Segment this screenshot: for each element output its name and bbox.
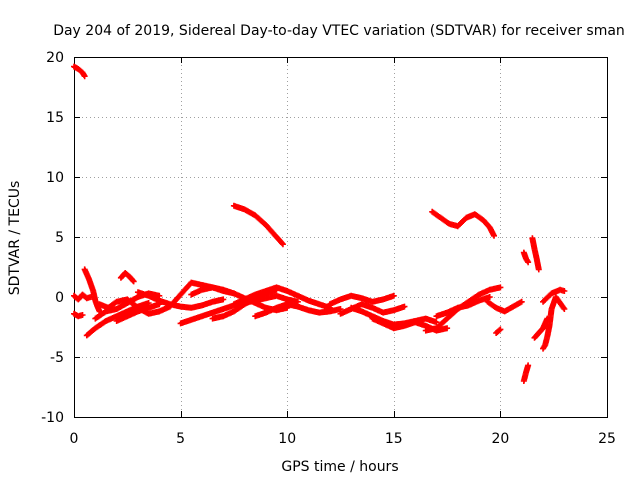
data-point (535, 266, 542, 273)
data-point (444, 325, 451, 332)
data-point (561, 288, 568, 294)
data-point (497, 326, 504, 333)
data-point (518, 298, 525, 305)
x-tick-label: 5 (176, 431, 185, 447)
y-tick-label: -5 (50, 350, 64, 366)
data-point (79, 312, 86, 318)
data-point (279, 241, 286, 248)
x-tick-label: 25 (598, 431, 616, 447)
data-point (129, 277, 136, 284)
data-point (433, 319, 440, 326)
y-tick-label: 20 (46, 50, 64, 66)
data-point (390, 292, 397, 299)
x-axis-title: GPS time / hours (281, 459, 398, 475)
chart-title: Day 204 of 2019, Sidereal Day-to-day VTE… (53, 23, 625, 39)
data-point (491, 232, 498, 239)
data-point (279, 240, 286, 247)
data-point (130, 278, 137, 285)
x-tick-label: 20 (491, 431, 509, 447)
axis-ticks: 0 5 10 15 20 25 -10 -5 0 5 10 15 20 (41, 50, 616, 447)
x-tick-label: 15 (385, 431, 403, 447)
y-axis-title: SDTVAR / TECUs (7, 181, 23, 296)
y-tick-label: -10 (41, 410, 64, 426)
y-tick-label: 15 (46, 110, 64, 126)
data-point (497, 284, 504, 291)
x-tick-label: 0 (70, 431, 79, 447)
data-point (81, 73, 88, 80)
data-point (220, 296, 227, 303)
data-point (561, 306, 568, 312)
y-tick-label: 0 (55, 290, 64, 306)
grid (74, 57, 607, 417)
data-point (496, 327, 503, 334)
data-point (486, 294, 493, 300)
data-point (525, 259, 532, 266)
data-points (71, 63, 568, 384)
x-tick-label: 10 (278, 431, 296, 447)
y-tick-label: 5 (55, 230, 64, 246)
data-point (525, 362, 532, 369)
data-point (401, 303, 408, 310)
y-tick-label: 10 (46, 170, 64, 186)
